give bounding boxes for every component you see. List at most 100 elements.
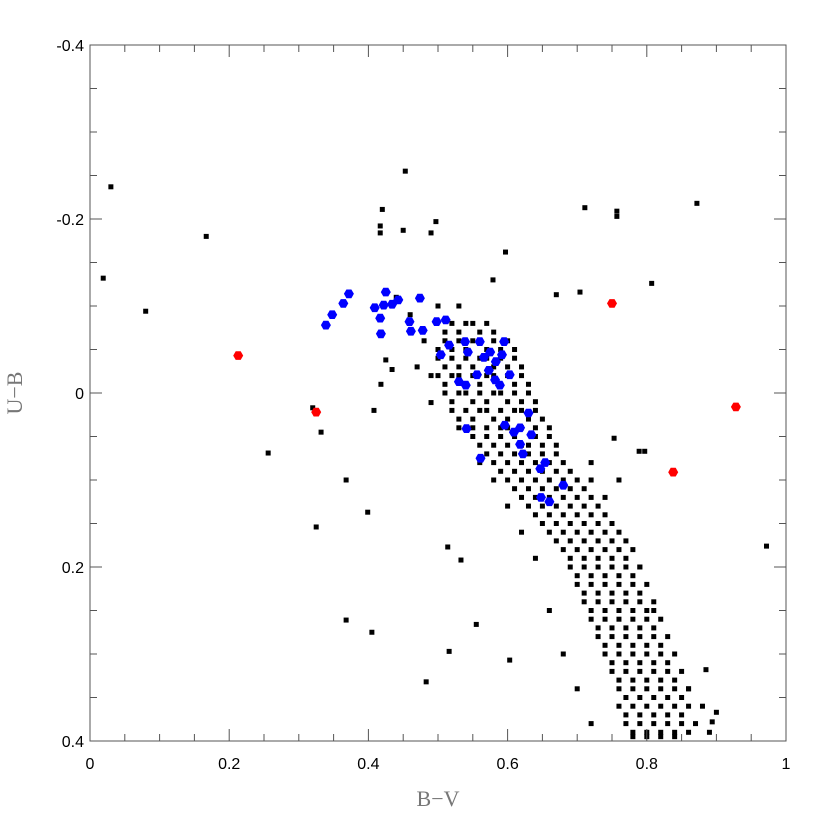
plot-frame: [89, 44, 787, 742]
black-point: [369, 629, 375, 635]
black-point: [477, 442, 483, 448]
red-point: [668, 467, 679, 477]
black-point: [588, 512, 594, 518]
blue-point: [378, 300, 389, 310]
black-point: [414, 364, 420, 370]
black-point: [577, 289, 583, 295]
blue-point: [523, 408, 534, 418]
black-point: [623, 668, 629, 674]
black-point: [377, 230, 383, 236]
black-point: [609, 564, 615, 570]
blue-point: [404, 317, 415, 326]
black-point: [637, 712, 643, 718]
black-point: [505, 460, 511, 466]
black-point: [713, 709, 719, 715]
black-point: [644, 651, 650, 657]
black-point: [456, 303, 462, 309]
black-point: [665, 660, 671, 666]
black-point: [630, 686, 636, 692]
black-point: [505, 442, 511, 448]
black-point: [567, 538, 573, 544]
y-tick-label: 0.2: [62, 560, 84, 577]
blue-point: [444, 340, 455, 350]
black-point: [651, 668, 657, 674]
x-tick-label: 0.2: [218, 756, 240, 773]
black-point: [423, 679, 429, 685]
blue-point: [474, 337, 485, 346]
blue-point: [435, 350, 446, 360]
black-point: [582, 205, 588, 211]
black-point: [637, 695, 643, 700]
black-point: [595, 590, 601, 596]
black-point: [343, 477, 349, 483]
black-point: [623, 634, 629, 640]
black-point: [505, 477, 511, 483]
black-point: [630, 703, 636, 709]
black-point: [581, 503, 587, 509]
black-point: [637, 634, 643, 640]
black-point: [658, 642, 664, 648]
black-point: [491, 442, 497, 448]
black-point: [703, 667, 709, 673]
black-point: [525, 381, 531, 387]
black-point: [588, 721, 594, 727]
black-point: [484, 373, 490, 379]
black-point: [672, 677, 678, 683]
black-point: [519, 494, 525, 500]
black-point: [574, 581, 580, 587]
black-point: [623, 564, 629, 570]
black-point: [512, 347, 518, 352]
black-point: [433, 219, 439, 225]
black-point: [525, 503, 531, 509]
black-point: [658, 729, 664, 735]
black-point: [553, 292, 559, 298]
black-point: [694, 200, 700, 206]
blue-point: [517, 449, 528, 459]
black-point: [470, 399, 476, 405]
black-point: [623, 590, 629, 596]
black-point: [686, 703, 692, 709]
black-point: [644, 581, 650, 587]
black-point: [693, 721, 699, 727]
black-point: [525, 442, 531, 448]
black-point: [616, 477, 622, 483]
black-point: [609, 590, 615, 596]
black-point: [602, 494, 608, 500]
black-point: [679, 721, 685, 727]
black-point: [574, 512, 580, 518]
black-point: [491, 477, 497, 483]
black-point: [588, 573, 594, 579]
black-point: [679, 668, 685, 674]
black-point: [456, 416, 462, 422]
black-point: [644, 686, 650, 692]
black-point: [644, 703, 650, 709]
black-point: [532, 434, 538, 439]
black-point: [614, 213, 620, 219]
black-point: [630, 642, 636, 648]
black-point: [651, 660, 657, 666]
blue-point: [320, 320, 331, 330]
black-point: [365, 509, 371, 515]
black-point: [445, 544, 451, 550]
black-point: [637, 564, 643, 570]
blue-point: [440, 315, 451, 325]
x-tick-label: 1: [782, 756, 791, 773]
y-tick-label: 0: [75, 386, 84, 403]
blue-point: [483, 366, 494, 375]
black-point: [595, 503, 601, 509]
black-point: [581, 538, 587, 544]
black-point: [458, 557, 464, 563]
black-point: [546, 434, 552, 439]
black-point: [491, 364, 497, 370]
y-tick-label: -0.4: [56, 38, 84, 55]
blue-point: [504, 370, 515, 380]
black-point: [484, 320, 490, 326]
black-point: [539, 486, 545, 492]
black-point: [428, 400, 434, 406]
black-point: [484, 451, 490, 457]
black-point: [553, 538, 559, 544]
black-point: [532, 494, 538, 500]
black-point: [602, 616, 608, 622]
black-point: [553, 521, 559, 526]
black-point: [498, 425, 504, 431]
